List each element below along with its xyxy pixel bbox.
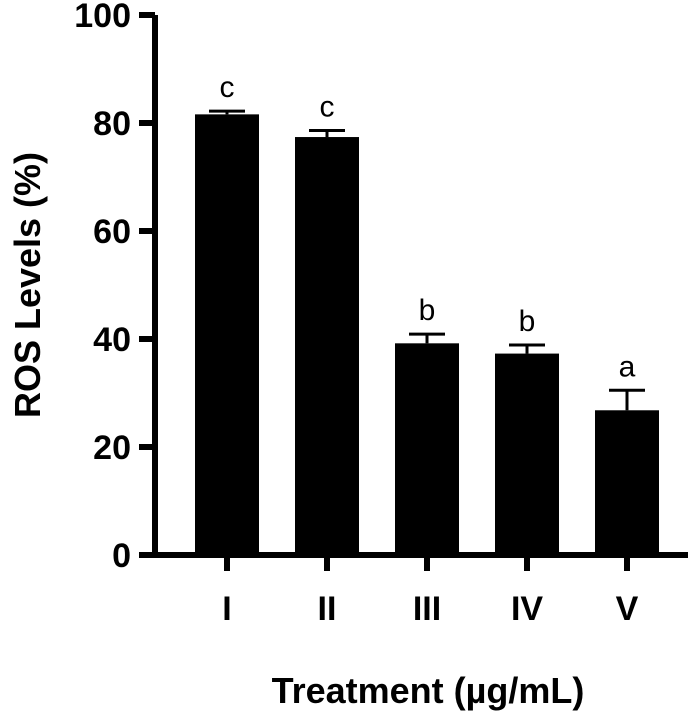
y-tick-label: 40 xyxy=(93,321,131,359)
x-axis-title: Treatment (µg/mL) xyxy=(272,670,585,711)
category-label: II xyxy=(318,590,337,628)
y-tick-label: 20 xyxy=(93,429,131,467)
labels: 0 20 40 60 80 100 c Ic II b III b IV a V xyxy=(74,0,638,628)
category-label: V xyxy=(616,590,639,628)
category-label: III xyxy=(413,590,441,628)
y-tick-label: 100 xyxy=(74,0,131,35)
bar xyxy=(595,410,659,555)
significance-label: b xyxy=(419,294,436,327)
significance-label: a xyxy=(619,350,636,383)
significance-label: c xyxy=(320,91,335,124)
bar xyxy=(295,137,359,556)
bar xyxy=(495,353,559,555)
y-tick-label: 60 xyxy=(93,213,131,251)
bar xyxy=(395,343,459,555)
bar xyxy=(195,114,259,556)
significance-label: c xyxy=(220,71,235,104)
significance-label: b xyxy=(519,305,536,338)
bars xyxy=(195,109,659,556)
y-axis-title: ROS Levels (%) xyxy=(7,152,48,418)
y-tick-label: 80 xyxy=(93,105,131,143)
y-tick-label: 0 xyxy=(112,537,131,575)
category-label: I xyxy=(222,590,231,628)
category-label: IV xyxy=(511,590,543,628)
